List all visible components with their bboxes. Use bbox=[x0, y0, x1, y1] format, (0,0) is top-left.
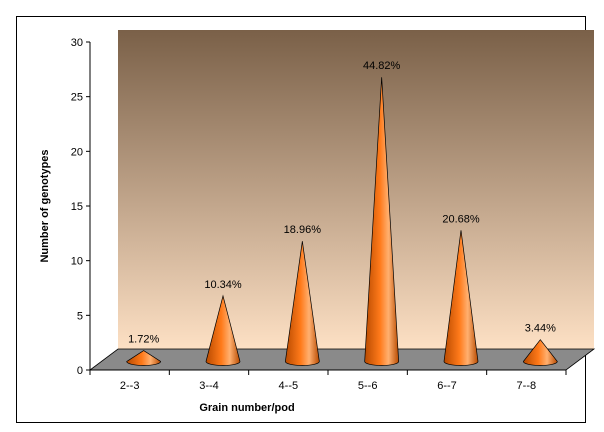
data-label: 18.96% bbox=[284, 224, 322, 236]
cone-bar bbox=[205, 294, 241, 366]
cones bbox=[126, 77, 558, 366]
y-tick-label: 10 bbox=[71, 256, 83, 268]
x-tick-label: 4--5 bbox=[279, 380, 299, 392]
y-ticks: 0 5 10 15 20 25 30 bbox=[71, 37, 90, 377]
x-tick-label: 3--4 bbox=[199, 380, 219, 392]
y-tick-label: 5 bbox=[77, 310, 83, 322]
cone-body bbox=[205, 294, 241, 366]
x-tick-label: 6--7 bbox=[437, 380, 457, 392]
cone-bar bbox=[126, 350, 162, 366]
data-label: 20.68% bbox=[442, 213, 480, 225]
y-tick-label: 0 bbox=[77, 365, 83, 377]
cone-body bbox=[443, 230, 479, 366]
y-axis-title: Number of genotypes bbox=[39, 149, 51, 262]
data-label: 44.82% bbox=[363, 60, 401, 72]
y-tick-label: 25 bbox=[71, 92, 83, 104]
x-ticks: 2--3 3--4 4--5 5--6 6--7 7--8 bbox=[89, 370, 567, 392]
cone-body bbox=[284, 241, 320, 366]
cone-bar bbox=[364, 77, 400, 366]
cone-body bbox=[522, 339, 558, 366]
cone-bar bbox=[443, 230, 479, 366]
cone-bar bbox=[284, 241, 320, 366]
data-label: 1.72% bbox=[128, 334, 159, 346]
back-wall bbox=[118, 30, 594, 349]
cone-body bbox=[364, 77, 400, 366]
x-tick-label: 5--6 bbox=[358, 380, 378, 392]
x-axis-title: Grain number/pod bbox=[199, 402, 294, 414]
floor bbox=[88, 348, 596, 371]
x-tick-label: 2--3 bbox=[120, 380, 140, 392]
x-tick-label: 7--8 bbox=[517, 380, 537, 392]
y-tick-label: 15 bbox=[71, 201, 83, 213]
data-label: 10.34% bbox=[204, 279, 242, 291]
data-label: 3.44% bbox=[525, 323, 556, 335]
y-tick-label: 30 bbox=[71, 37, 83, 49]
data-labels: 1.72% 10.34% 18.96% 44.82% 20.68% 3.44% bbox=[128, 60, 556, 345]
cone-body bbox=[126, 350, 162, 366]
y-tick-label: 20 bbox=[71, 146, 83, 158]
cone-bar bbox=[522, 339, 558, 366]
